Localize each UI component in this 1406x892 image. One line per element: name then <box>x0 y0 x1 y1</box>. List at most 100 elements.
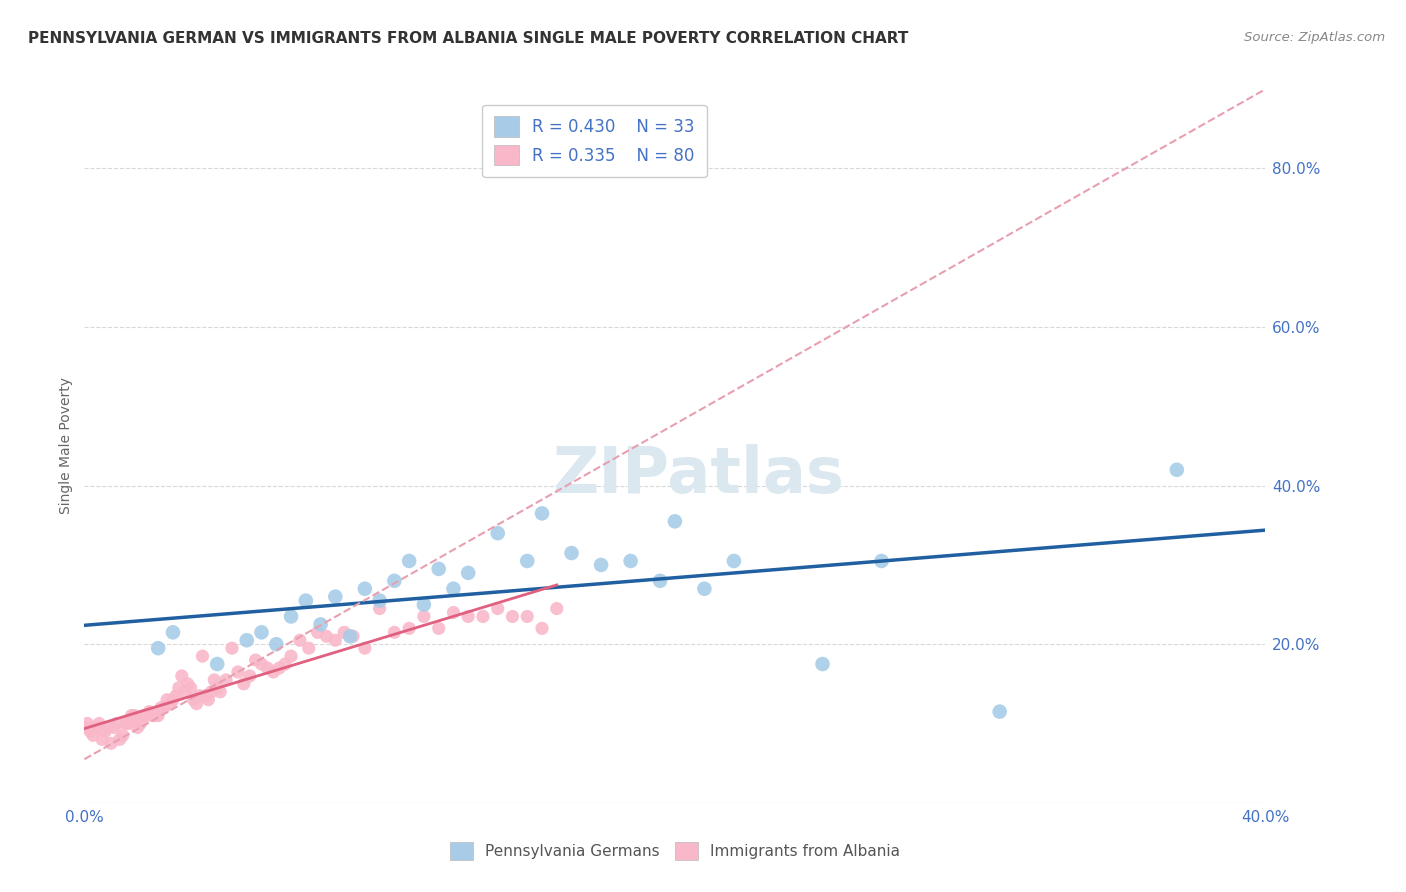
Point <box>173 685 195 699</box>
Point <box>124 708 146 723</box>
Text: PENNSYLVANIA GERMAN VS IMMIGRANTS FROM ALBANIA SINGLE MALE POVERTY CORRELATION C: PENNSYLVANIA GERMAN VS IMMIGRANTS FROM A… <box>28 31 908 46</box>
Point <box>200 685 222 699</box>
Point <box>295 593 318 607</box>
Point <box>591 558 613 572</box>
Point <box>245 653 267 667</box>
Point <box>108 732 131 747</box>
Point <box>135 708 157 723</box>
Point <box>186 697 208 711</box>
Point <box>73 721 96 735</box>
Point <box>170 669 193 683</box>
Point <box>368 601 391 615</box>
Point <box>298 641 321 656</box>
Point <box>202 673 225 687</box>
Point <box>382 574 406 588</box>
Point <box>1166 463 1188 477</box>
Point <box>354 641 377 656</box>
Point <box>205 657 228 671</box>
Point <box>486 601 509 615</box>
Point <box>159 697 181 711</box>
Point <box>153 700 176 714</box>
Point <box>870 554 893 568</box>
Point <box>323 633 347 648</box>
Point <box>197 692 219 706</box>
Point <box>693 582 716 596</box>
Point <box>121 708 143 723</box>
Point <box>262 665 284 679</box>
Point <box>114 716 136 731</box>
Point <box>516 554 538 568</box>
Point <box>103 721 125 735</box>
Point <box>148 708 170 723</box>
Text: ZIPatlas: ZIPatlas <box>553 443 845 506</box>
Point <box>516 609 538 624</box>
Point <box>619 554 641 568</box>
Point <box>288 633 311 648</box>
Point <box>188 689 211 703</box>
Point <box>183 692 205 706</box>
Point <box>309 617 332 632</box>
Point <box>280 649 302 664</box>
Point <box>143 708 166 723</box>
Point <box>988 705 1011 719</box>
Point <box>274 657 297 671</box>
Point <box>441 606 464 620</box>
Point <box>427 562 450 576</box>
Point <box>333 625 356 640</box>
Point <box>167 681 190 695</box>
Point <box>368 593 391 607</box>
Point <box>194 689 217 703</box>
Point <box>132 708 155 723</box>
Point <box>398 554 420 568</box>
Point <box>91 732 114 747</box>
Point <box>87 716 111 731</box>
Point <box>111 728 134 742</box>
Point <box>97 721 120 735</box>
Point <box>118 716 141 731</box>
Point <box>723 554 745 568</box>
Point <box>811 657 834 671</box>
Point <box>239 669 262 683</box>
Point <box>209 685 232 699</box>
Point <box>232 677 254 691</box>
Point <box>354 582 377 596</box>
Point <box>648 574 672 588</box>
Point <box>148 641 170 656</box>
Point <box>269 661 291 675</box>
Point <box>100 736 122 750</box>
Point <box>323 590 347 604</box>
Point <box>560 546 583 560</box>
Text: Source: ZipAtlas.com: Source: ZipAtlas.com <box>1244 31 1385 45</box>
Point <box>250 625 273 640</box>
Point <box>441 582 464 596</box>
Point <box>165 689 187 703</box>
Legend: Pennsylvania Germans, Immigrants from Albania: Pennsylvania Germans, Immigrants from Al… <box>444 836 905 866</box>
Point <box>162 692 184 706</box>
Point <box>315 629 337 643</box>
Point <box>472 609 495 624</box>
Point <box>180 681 202 695</box>
Point <box>664 514 686 528</box>
Point <box>342 629 364 643</box>
Point <box>398 621 420 635</box>
Point <box>138 705 160 719</box>
Point <box>221 641 243 656</box>
Point <box>162 625 184 640</box>
Point <box>177 677 200 691</box>
Point <box>76 716 98 731</box>
Point <box>339 629 361 643</box>
Point <box>235 633 259 648</box>
Point <box>486 526 509 541</box>
Point <box>264 637 288 651</box>
Point <box>226 665 249 679</box>
Point <box>530 507 553 521</box>
Point <box>501 609 523 624</box>
Point <box>457 566 479 580</box>
Point <box>280 609 302 624</box>
Point <box>427 621 450 635</box>
Point <box>413 609 436 624</box>
Point <box>141 708 163 723</box>
Y-axis label: Single Male Poverty: Single Male Poverty <box>59 377 73 515</box>
Point <box>84 721 107 735</box>
Point <box>307 625 329 640</box>
